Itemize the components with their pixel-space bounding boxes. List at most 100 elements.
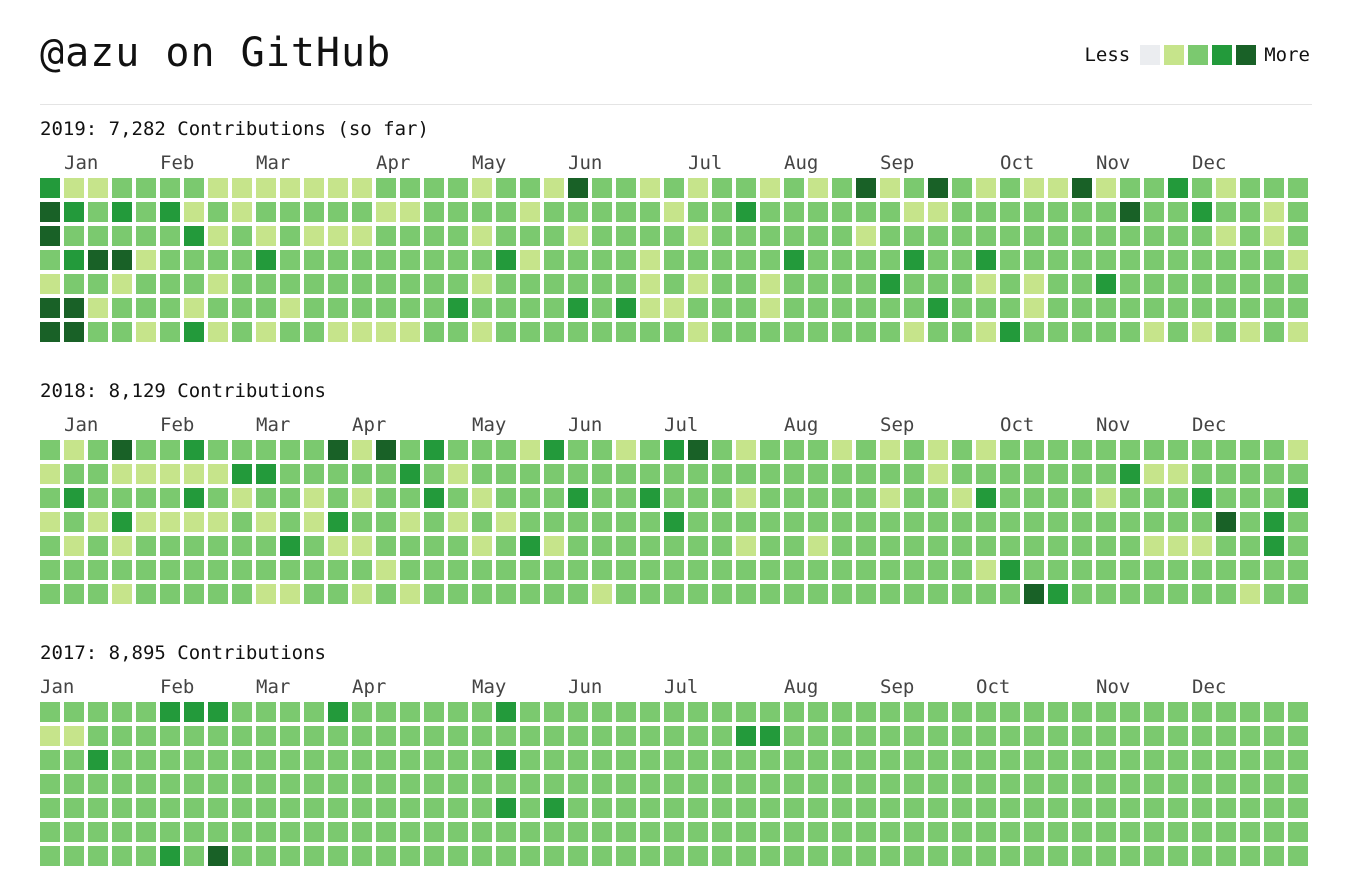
contribution-day: [760, 250, 780, 270]
contribution-day: [736, 202, 756, 222]
contribution-day: [952, 202, 972, 222]
contribution-day: [1000, 322, 1020, 342]
contribution-day: [1264, 822, 1284, 842]
contribution-day: [424, 846, 444, 866]
contribution-day: [208, 178, 228, 198]
contribution-day: [280, 702, 300, 722]
contribution-day: [1120, 440, 1140, 460]
contribution-day: [400, 202, 420, 222]
contribution-day: [328, 178, 348, 198]
contribution-day: [304, 560, 324, 580]
contribution-day: [64, 512, 84, 532]
contribution-day: [1288, 584, 1308, 604]
contribution-day: [568, 250, 588, 270]
contribution-day: [1288, 322, 1308, 342]
contribution-day: [1000, 178, 1020, 198]
contribution-day: [184, 512, 204, 532]
contribution-day: [1096, 512, 1116, 532]
contribution-day: [520, 488, 540, 508]
contribution-day: [64, 822, 84, 842]
month-label: Jan: [40, 676, 75, 698]
contribution-day: [1192, 702, 1212, 722]
contribution-day: [304, 250, 324, 270]
contribution-day: [304, 512, 324, 532]
contribution-day: [1240, 584, 1260, 604]
contribution-day: [1240, 750, 1260, 770]
contribution-day: [880, 488, 900, 508]
month-label: Dec: [1192, 414, 1227, 436]
contribution-day: [1024, 584, 1044, 604]
contribution-day: [520, 798, 540, 818]
contribution-day: [832, 822, 852, 842]
contribution-day: [112, 274, 132, 294]
contribution-day: [352, 774, 372, 794]
contribution-day: [784, 726, 804, 746]
contribution-day: [976, 512, 996, 532]
contribution-day: [280, 298, 300, 318]
contribution-day: [1024, 536, 1044, 556]
contribution-day: [64, 226, 84, 246]
contribution-day: [1192, 584, 1212, 604]
contribution-day: [1096, 250, 1116, 270]
contribution-day: [856, 488, 876, 508]
contribution-day: [232, 274, 252, 294]
contribution-day: [400, 750, 420, 770]
contribution-day: [784, 178, 804, 198]
contribution-day: [232, 726, 252, 746]
legend-swatch-3: [1212, 45, 1233, 65]
contribution-day: [40, 584, 60, 604]
contribution-day: [544, 560, 564, 580]
contribution-day: [496, 536, 516, 556]
contribution-day: [280, 464, 300, 484]
contribution-day: [184, 726, 204, 746]
contribution-day: [160, 322, 180, 342]
contribution-day: [280, 846, 300, 866]
contribution-day: [496, 584, 516, 604]
contribution-day: [1168, 846, 1188, 866]
contribution-day: [1144, 702, 1164, 722]
contribution-day: [616, 226, 636, 246]
contribution-day: [136, 488, 156, 508]
contribution-day: [424, 464, 444, 484]
contribution-day: [760, 702, 780, 722]
contribution-day: [256, 584, 276, 604]
contribution-day: [400, 274, 420, 294]
contribution-day: [1120, 464, 1140, 484]
contribution-day: [1168, 584, 1188, 604]
contribution-day: [328, 750, 348, 770]
contribution-day: [808, 274, 828, 294]
contribution-day: [448, 512, 468, 532]
contribution-day: [1048, 298, 1068, 318]
contribution-day: [352, 822, 372, 842]
contribution-day: [1168, 512, 1188, 532]
contribution-day: [1072, 178, 1092, 198]
contribution-day: [328, 226, 348, 246]
contribution-day: [1288, 702, 1308, 722]
contribution-day: [304, 178, 324, 198]
month-label: Jun: [568, 152, 603, 174]
contribution-day: [784, 202, 804, 222]
contribution-day: [256, 202, 276, 222]
contribution-day: [928, 202, 948, 222]
contribution-day: [1144, 250, 1164, 270]
contribution-day: [952, 512, 972, 532]
contribution-day: [832, 226, 852, 246]
contribution-day: [1144, 560, 1164, 580]
contribution-day: [520, 178, 540, 198]
contribution-day: [712, 178, 732, 198]
contribution-day: [184, 750, 204, 770]
contribution-day: [1000, 536, 1020, 556]
contribution-day: [112, 774, 132, 794]
contribution-day: [928, 536, 948, 556]
contribution-day: [1264, 226, 1284, 246]
contribution-day: [760, 488, 780, 508]
contribution-day: [760, 298, 780, 318]
contribution-day: [376, 846, 396, 866]
contribution-day: [760, 512, 780, 532]
contribution-day: [1000, 560, 1020, 580]
contribution-day: [112, 702, 132, 722]
contribution-day: [256, 250, 276, 270]
contribution-day: [808, 584, 828, 604]
contribution-day: [616, 536, 636, 556]
contribution-day: [496, 750, 516, 770]
